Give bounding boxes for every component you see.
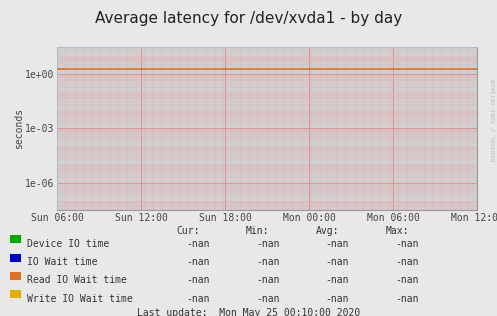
Text: Min:: Min: (246, 226, 269, 236)
Text: -nan: -nan (256, 239, 279, 249)
Text: -nan: -nan (256, 294, 279, 304)
Text: Write IO Wait time: Write IO Wait time (27, 294, 133, 304)
Text: -nan: -nan (326, 275, 349, 285)
Y-axis label: seconds: seconds (13, 108, 24, 149)
Text: -nan: -nan (186, 275, 210, 285)
Text: IO Wait time: IO Wait time (27, 257, 97, 267)
Text: -nan: -nan (326, 257, 349, 267)
Text: -nan: -nan (186, 257, 210, 267)
Text: RRDTOOL / TOBI OETIKER: RRDTOOL / TOBI OETIKER (491, 79, 496, 161)
Text: -nan: -nan (326, 239, 349, 249)
Text: -nan: -nan (256, 257, 279, 267)
Text: Last update:  Mon May 25 00:10:00 2020: Last update: Mon May 25 00:10:00 2020 (137, 308, 360, 316)
Text: Cur:: Cur: (176, 226, 200, 236)
Text: Max:: Max: (385, 226, 409, 236)
Text: Average latency for /dev/xvda1 - by day: Average latency for /dev/xvda1 - by day (95, 11, 402, 26)
Text: -nan: -nan (395, 257, 418, 267)
Text: -nan: -nan (186, 239, 210, 249)
Text: Device IO time: Device IO time (27, 239, 109, 249)
Text: -nan: -nan (395, 239, 418, 249)
Text: -nan: -nan (186, 294, 210, 304)
Text: -nan: -nan (256, 275, 279, 285)
Text: -nan: -nan (395, 275, 418, 285)
Text: Read IO Wait time: Read IO Wait time (27, 275, 127, 285)
Text: Avg:: Avg: (316, 226, 339, 236)
Text: -nan: -nan (326, 294, 349, 304)
Text: -nan: -nan (395, 294, 418, 304)
